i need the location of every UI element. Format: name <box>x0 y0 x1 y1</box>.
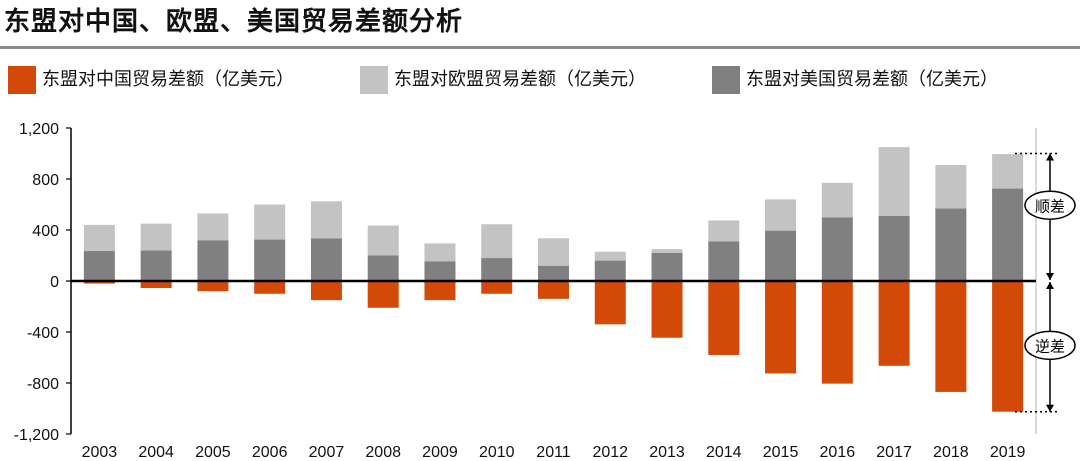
x-tick-label: 2016 <box>820 444 856 461</box>
bar-eu <box>651 249 683 253</box>
bar-eu <box>594 251 626 261</box>
bar-eu <box>992 154 1024 189</box>
bar-chart: -1,200 -800 -400 0 400 800 1,200 2003 2004 2005 20… <box>14 121 1076 461</box>
y-tick-label: 1,200 <box>19 121 59 138</box>
chart-title: 东盟对中国、欧盟、美国贸易差额分析 <box>4 7 464 37</box>
bar-eu <box>310 201 342 239</box>
bar-us <box>367 255 399 281</box>
x-tick-label: 2004 <box>138 444 174 461</box>
deficit-arrow-head-start <box>1046 282 1054 289</box>
bar-china <box>878 281 910 366</box>
bar-china <box>538 281 569 299</box>
x-tick-label: 2017 <box>876 444 912 461</box>
x-tick-label: 2011 <box>536 444 571 461</box>
bar-eu <box>254 204 286 240</box>
bar-us <box>935 208 967 281</box>
bar-eu <box>197 213 229 241</box>
x-tick-label: 2013 <box>649 444 685 461</box>
bar-china <box>367 281 399 308</box>
y-tick-label: 0 <box>50 274 59 291</box>
bar-us <box>254 239 286 281</box>
bar-eu <box>140 223 172 251</box>
surplus-label: 顺差 <box>1035 198 1065 215</box>
deficit-arrow-head-end <box>1046 404 1054 412</box>
legend-swatch-us <box>712 66 740 94</box>
y-tick-label: -800 <box>27 376 59 393</box>
x-tick-label: 2018 <box>933 444 969 461</box>
y-tick-label: 400 <box>32 223 59 240</box>
bar-us <box>992 188 1024 281</box>
title-divider <box>0 46 1080 49</box>
bar-china <box>254 281 286 294</box>
bar-eu <box>83 224 115 252</box>
bar-eu <box>708 220 740 242</box>
bar-us <box>197 240 229 281</box>
x-tick-label: 2007 <box>309 444 345 461</box>
bar-china <box>197 281 229 292</box>
bar-china <box>765 281 797 374</box>
x-tick-label: 2009 <box>422 444 458 461</box>
bar-china <box>935 281 967 392</box>
bar-china <box>424 281 456 301</box>
legend-swatch-eu <box>360 66 388 94</box>
bar-china <box>708 281 740 355</box>
bar-us <box>538 265 569 281</box>
bar-us <box>594 260 626 281</box>
bar-us <box>481 258 513 281</box>
legend-item-eu: 东盟对欧盟贸易差额（亿美元） <box>360 66 646 94</box>
bar-eu <box>765 199 797 231</box>
x-tick-label: 2005 <box>195 444 231 461</box>
legend-label-eu: 东盟对欧盟贸易差额（亿美元） <box>394 69 646 90</box>
bar-china <box>821 281 853 384</box>
legend-label-us: 东盟对美国贸易差额（亿美元） <box>746 69 998 90</box>
legend-item-us: 东盟对美国贸易差额（亿美元） <box>712 66 998 94</box>
bar-china <box>594 281 626 325</box>
bar-eu <box>424 243 456 262</box>
bar-china <box>140 281 172 289</box>
bar-eu <box>481 224 513 259</box>
deficit-label-ellipse <box>1024 330 1076 361</box>
bar-us <box>821 217 853 281</box>
x-tick-label: 2019 <box>990 444 1026 461</box>
surplus-label-ellipse <box>1024 190 1076 220</box>
chart-legend: 东盟对中国贸易差额（亿美元） 东盟对欧盟贸易差额（亿美元） 东盟对美国贸易差额（… <box>0 66 1080 96</box>
x-tick-label: 2003 <box>82 444 118 461</box>
bar-china <box>481 281 513 294</box>
bar-eu <box>538 238 569 266</box>
bar-us <box>651 252 683 281</box>
x-tick-label: 2006 <box>252 444 288 461</box>
bar-us <box>310 238 342 281</box>
bar-eu <box>821 182 853 218</box>
bar-us <box>708 241 740 281</box>
legend-item-china: 东盟对中国贸易差额（亿美元） <box>8 66 294 94</box>
x-tick-label: 2008 <box>365 444 401 461</box>
legend-swatch-china <box>8 66 36 94</box>
bar-us <box>878 215 910 281</box>
bar-eu <box>935 164 967 209</box>
surplus-arrow-head-end <box>1046 273 1054 280</box>
bar-us <box>140 250 172 281</box>
surplus-arrow-head-start <box>1046 153 1054 161</box>
bar-china <box>310 281 342 301</box>
bar-china <box>83 281 115 284</box>
x-tick-label: 2012 <box>592 444 628 461</box>
y-tick-label: 800 <box>32 172 59 189</box>
bar-us <box>424 261 456 281</box>
y-tick-label: -400 <box>27 325 59 342</box>
bar-china <box>992 281 1024 412</box>
bar-china <box>651 281 683 338</box>
x-tick-label: 2015 <box>763 444 799 461</box>
x-tick-label: 2014 <box>706 444 742 461</box>
bar-us <box>765 230 797 281</box>
bar-us <box>83 251 115 281</box>
deficit-label: 逆差 <box>1035 338 1065 355</box>
bar-eu <box>367 225 399 256</box>
bar-eu <box>878 147 910 216</box>
legend-label-china: 东盟对中国贸易差额（亿美元） <box>42 69 294 90</box>
y-tick-label: -1,200 <box>14 427 59 444</box>
x-tick-label: 2010 <box>479 444 515 461</box>
